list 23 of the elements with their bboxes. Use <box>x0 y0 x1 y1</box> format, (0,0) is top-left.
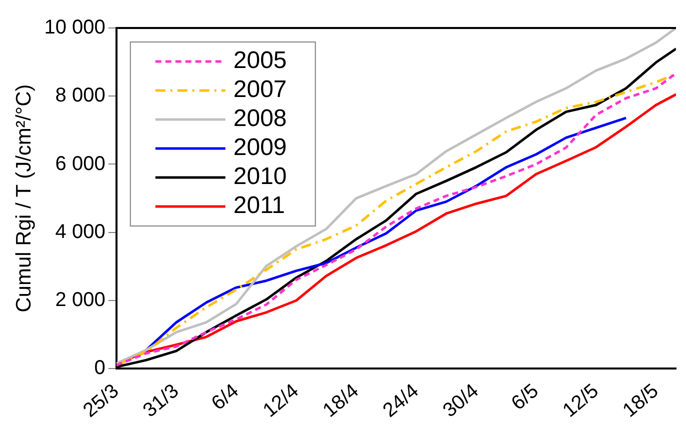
x-tick-label: 6/5 <box>507 380 543 415</box>
y-tick-label: 2 000 <box>55 288 106 311</box>
x-tick-label: 18/5 <box>618 380 663 422</box>
x-tick-label: 6/4 <box>208 380 244 415</box>
x-tick-label: 12/5 <box>558 380 603 422</box>
legend-label: 2011 <box>233 192 285 220</box>
legend-label: 2005 <box>233 47 287 74</box>
x-tick-label: 12/4 <box>259 380 304 422</box>
y-axis-title: Cumul Rgi / T (J/cm²/°C) <box>12 84 36 312</box>
y-tick-label: 6 000 <box>55 152 106 175</box>
y-tick-label: 8 000 <box>55 84 106 107</box>
y-tick-label: 4 000 <box>55 220 106 243</box>
y-tick-label: 0 <box>94 357 106 380</box>
y-tick-label: 10 000 <box>44 16 106 39</box>
legend-label: 2009 <box>233 134 287 162</box>
x-tick-label: 25/3 <box>79 380 124 422</box>
legend-label: 2010 <box>233 163 287 190</box>
legend-label: 2008 <box>233 105 287 132</box>
x-tick-label: 31/3 <box>139 380 184 422</box>
legend-label: 2007 <box>233 76 287 104</box>
x-tick-label: 24/4 <box>378 380 423 422</box>
x-tick-label: 18/4 <box>319 380 363 422</box>
x-tick-label: 30/4 <box>438 380 483 422</box>
